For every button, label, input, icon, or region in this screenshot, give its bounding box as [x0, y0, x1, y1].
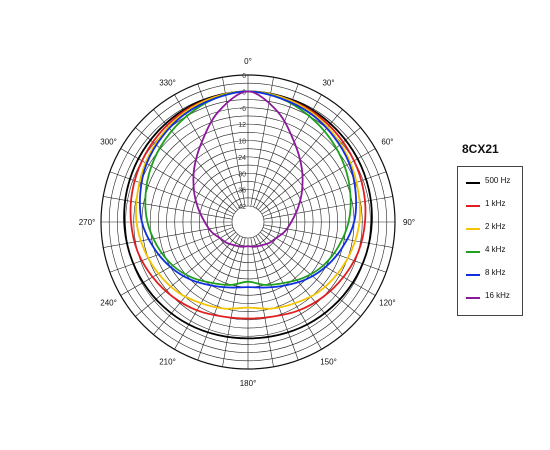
legend-label: 1 kHz [485, 199, 506, 208]
angle-tick-label: 60° [381, 138, 393, 147]
grid-spoke [250, 77, 274, 207]
series-line [135, 90, 361, 310]
legend-swatch [466, 251, 480, 253]
series-line [138, 90, 358, 289]
chart-title: 8CX21 [462, 142, 499, 156]
angle-tick-label: 0° [244, 57, 252, 66]
grid-spoke [253, 236, 299, 361]
series-line [192, 90, 304, 248]
grid-spoke [263, 224, 393, 248]
grid-spoke [109, 227, 234, 273]
legend-label: 4 kHz [485, 245, 506, 254]
grid-spoke [103, 196, 233, 220]
grid-spoke [261, 229, 376, 296]
grid-spoke [253, 83, 299, 208]
angle-tick-label: 330° [159, 79, 176, 88]
radial-tick-label: 18 [238, 139, 246, 146]
grid-spoke [263, 196, 393, 220]
legend-swatch [466, 205, 480, 207]
radial-tick-label: 30 [238, 171, 246, 178]
angle-tick-label: 300° [100, 138, 117, 147]
grid-spoke [260, 127, 361, 212]
grid-spoke [222, 237, 246, 367]
legend-label: 500 Hz [485, 176, 511, 185]
grid-spoke [103, 224, 233, 248]
grid-spoke [135, 127, 236, 212]
radial-tick-label: -6 [240, 106, 246, 113]
angle-tick-label: 90° [403, 218, 415, 227]
legend-swatch [466, 182, 480, 184]
angle-tick-label: 120° [379, 299, 396, 308]
angle-tick-label: 150° [320, 357, 337, 366]
grid-spoke [222, 77, 246, 207]
legend: 500 Hz 1 kHz 2 kHz 4 kHz 8 kHz 16 kHz [457, 166, 523, 316]
grid-spoke [261, 148, 376, 215]
grid-spoke [174, 235, 241, 350]
legend-swatch [466, 274, 480, 276]
grid-spoke [153, 234, 238, 335]
radial-tick-label: 6 [242, 73, 246, 80]
angle-tick-label: 270° [79, 218, 96, 227]
angle-tick-label: 180° [240, 379, 257, 388]
legend-swatch [466, 297, 480, 299]
angle-tick-label: 210° [159, 357, 176, 366]
series-line [144, 90, 352, 286]
legend-label: 2 kHz [485, 222, 506, 231]
grid-circle [231, 205, 265, 239]
radial-tick-label: 24 [238, 155, 246, 162]
radial-tick-label: 12 [238, 122, 246, 129]
grid-spoke [262, 227, 387, 273]
legend-swatch [466, 228, 480, 230]
grid-spoke [197, 236, 243, 361]
grid-spoke [258, 234, 343, 335]
series-line [129, 90, 367, 320]
angle-tick-label: 240° [100, 299, 117, 308]
outer-ring [100, 74, 396, 370]
grid-spoke [120, 229, 235, 296]
grid-spoke [197, 83, 243, 208]
grid-spoke [250, 237, 274, 367]
legend-label: 16 kHz [485, 291, 510, 300]
grid-spoke [120, 148, 235, 215]
radial-tick-label: 36 [238, 188, 246, 195]
angle-tick-label: 30° [322, 79, 334, 88]
legend-label: 8 kHz [485, 268, 506, 277]
radial-tick-label: 42 [238, 204, 246, 211]
series-line [123, 90, 373, 340]
grid-spoke [255, 235, 322, 350]
